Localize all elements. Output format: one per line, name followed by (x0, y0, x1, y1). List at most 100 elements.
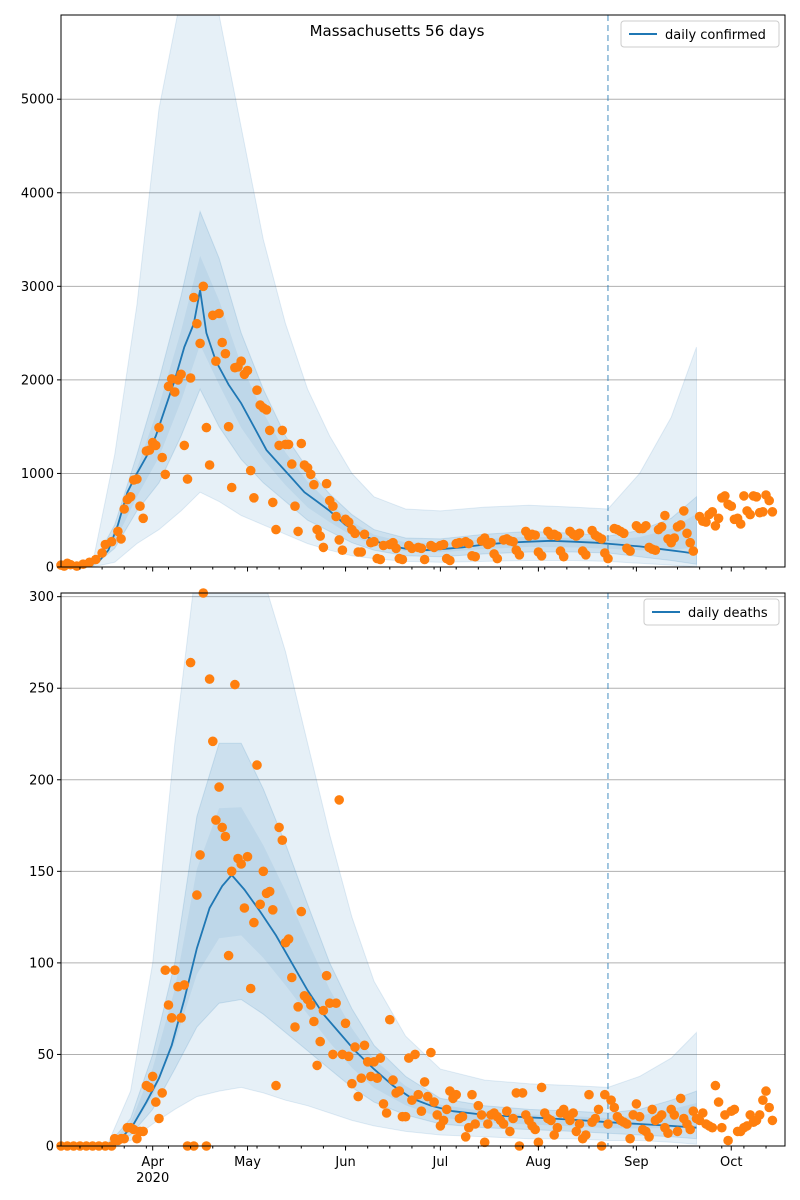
data-point (151, 1097, 161, 1107)
data-point (422, 1091, 433, 1102)
band-core (61, 807, 697, 1146)
data-point (669, 1110, 680, 1120)
data-point (106, 536, 117, 547)
y-tick-label: 250 (29, 682, 54, 697)
data-point (631, 1099, 642, 1109)
data-point (343, 517, 354, 527)
chart-title: Massachusetts 56 days (310, 22, 485, 40)
data-point (226, 482, 237, 493)
y-tick-label: 150 (29, 865, 54, 880)
data-point (530, 530, 540, 540)
data-point (650, 545, 661, 555)
data-point (675, 520, 686, 530)
data-point (226, 866, 237, 877)
data-point (293, 1002, 303, 1012)
data-point (277, 835, 288, 845)
data-point (710, 521, 721, 531)
data-point (252, 760, 262, 770)
data-point (745, 1110, 755, 1120)
data-point (192, 890, 202, 900)
data-point (331, 511, 341, 522)
y-tick-label: 2000 (21, 373, 54, 388)
data-point (675, 1093, 686, 1104)
data-point (283, 439, 294, 450)
data-point (353, 1091, 364, 1102)
data-point (739, 491, 749, 501)
data-point (296, 906, 307, 917)
x-tick-label: Aug (526, 1155, 551, 1170)
data-point (533, 1137, 544, 1148)
data-point (713, 513, 724, 524)
data-point (381, 1108, 392, 1118)
data-point (483, 1119, 493, 1129)
data-point (220, 348, 231, 359)
data-point (157, 452, 167, 463)
data-point (416, 1106, 427, 1116)
data-point (208, 736, 218, 747)
deaths-legend-label: daily deaths (688, 606, 768, 621)
data-point (321, 478, 332, 489)
data-point (688, 1106, 699, 1116)
data-point (223, 421, 234, 432)
data-point (258, 866, 269, 877)
data-point (751, 492, 762, 502)
data-point (764, 1102, 774, 1113)
data-point (274, 822, 284, 833)
confirmed-legend: daily confirmed (620, 20, 780, 48)
data-point (574, 1119, 585, 1129)
data-point (287, 459, 297, 469)
data-point (445, 555, 455, 566)
data-point (179, 440, 190, 451)
band-core (61, 255, 697, 567)
y-tick-label: 0 (46, 561, 54, 576)
data-point (498, 1119, 509, 1129)
data-point (641, 521, 651, 531)
y-tick-label: 1000 (21, 467, 54, 482)
data-point (441, 1104, 452, 1115)
data-point (701, 517, 711, 527)
data-point (198, 281, 209, 292)
data-point (565, 1115, 575, 1126)
data-point (685, 1124, 695, 1135)
data-point (138, 1126, 148, 1137)
data-point (154, 1113, 164, 1124)
data-point (334, 535, 345, 545)
data-point (309, 479, 319, 490)
data-point (249, 917, 259, 928)
data-point (350, 1042, 360, 1052)
data-point (160, 965, 171, 975)
data-point (767, 507, 778, 517)
data-point (138, 513, 148, 524)
data-point (252, 385, 262, 396)
data-point (688, 546, 699, 556)
confirmed-panel: 0 1000 2000 3000 4000 5000 daily confirmed (21, 14, 786, 576)
data-point (318, 1005, 329, 1016)
data-point (271, 524, 281, 535)
data-point (350, 528, 360, 539)
data-point (264, 886, 275, 897)
data-point (656, 522, 667, 532)
data-point (170, 387, 180, 397)
data-point (619, 528, 629, 539)
data-point (195, 850, 205, 860)
data-point (378, 1099, 389, 1109)
data-point (204, 460, 215, 470)
x-tick-label: Sep (624, 1155, 649, 1170)
confirmed-legend-label: daily confirmed (665, 28, 766, 43)
data-point (549, 1130, 559, 1140)
data-point (634, 1111, 645, 1122)
data-point (707, 507, 718, 517)
deaths-y-ticks: 0 50 100 150 200 250 300 (29, 590, 61, 1155)
data-point (268, 497, 278, 508)
data-point (723, 1135, 733, 1146)
data-point (189, 292, 199, 303)
x-tick-label: Jul (432, 1155, 449, 1170)
data-point (571, 1126, 582, 1137)
data-point (717, 1122, 727, 1133)
data-point (558, 551, 569, 562)
data-point (144, 1082, 155, 1093)
data-point (593, 1104, 604, 1115)
data-point (166, 1013, 177, 1023)
